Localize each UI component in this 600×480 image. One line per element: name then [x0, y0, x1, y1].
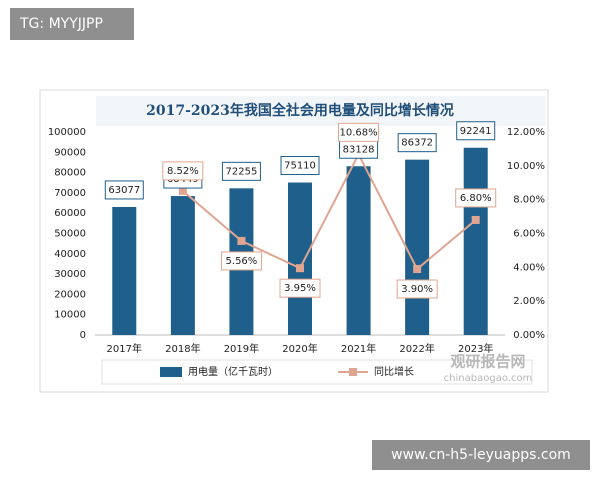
bar-label-box [221, 161, 261, 181]
tag-box [10, 8, 134, 40]
url-text: www.cn-h5-leyuapps.com [391, 447, 571, 463]
bar [288, 182, 312, 335]
legend-label: 同比增长 [374, 365, 414, 378]
bar [170, 196, 195, 335]
y2-tick-label: 0.00% [513, 330, 545, 341]
growth-label-box [338, 122, 380, 142]
bar-label: 86372 [401, 138, 433, 149]
bar [346, 166, 371, 335]
bar [463, 147, 488, 335]
growth-label: 3.95% [284, 283, 316, 294]
bar-label-box [397, 133, 437, 153]
growth-label: 8.52% [167, 166, 199, 177]
bar-label: 92241 [460, 126, 492, 137]
bar [112, 206, 137, 335]
x-tick-label: 2021年 [341, 342, 376, 355]
growth-label-box [455, 188, 497, 208]
bar-label-box [104, 180, 144, 200]
growth-label-box [279, 278, 321, 298]
x-tick-label: 2022年 [399, 342, 434, 355]
url-box [372, 440, 590, 470]
y2-tick-label: 2.00% [513, 296, 545, 307]
y-tick-label: 0 [80, 330, 86, 341]
growth-marker [413, 265, 422, 274]
y2-tick-label: 6.00% [513, 229, 545, 240]
legend-label: 用电量（亿千瓦时） [188, 365, 278, 378]
watermark-name: 观研报告网 [450, 353, 525, 371]
x-tick-label: 2020年 [282, 342, 317, 355]
y-tick-label: 70000 [54, 188, 86, 199]
legend-marker [349, 368, 357, 376]
y-tick-label: 10000 [54, 310, 86, 321]
y-tick-label: 60000 [54, 208, 86, 219]
y-tick-label: 90000 [54, 147, 86, 158]
y-tick-label: 50000 [54, 229, 86, 240]
y-tick-label: 20000 [54, 289, 86, 300]
growth-marker [178, 186, 187, 195]
y2-tick-label: 10.00% [507, 161, 545, 172]
growth-label: 6.80% [460, 193, 492, 204]
growth-marker [471, 215, 480, 224]
x-tick-label: 2017年 [107, 342, 142, 355]
growth-marker [237, 236, 246, 245]
bar-label-box [456, 121, 496, 141]
y-tick-label: 80000 [54, 168, 86, 179]
growth-label-box [220, 251, 262, 271]
bar-label: 63077 [108, 185, 140, 196]
chart-title: 2017-2023年我国全社会用电量及同比增长情况 [146, 102, 454, 119]
y-tick-label: 40000 [54, 249, 86, 260]
growth-label-box [396, 279, 438, 299]
bar-label: 75110 [284, 161, 316, 172]
title-band [96, 96, 546, 126]
bar-label: 83128 [343, 144, 375, 155]
growth-label-box [162, 161, 204, 181]
growth-label: 5.56% [226, 256, 258, 267]
y2-tick-label: 4.00% [513, 262, 545, 273]
growth-marker [296, 264, 304, 273]
x-tick-label: 2023年 [458, 342, 493, 355]
y-tick-label: 100000 [48, 127, 86, 138]
y-tick-label: 30000 [54, 269, 86, 280]
tag-text: TG: MYYJJPP [19, 16, 103, 32]
x-tick-label: 2019年 [224, 342, 259, 355]
bar-label-box [280, 156, 320, 176]
bar-label: 72255 [226, 166, 258, 177]
growth-line [182, 152, 477, 271]
legend-swatch [160, 367, 182, 377]
x-tick-label: 2018年 [165, 342, 200, 355]
watermark-site: chinabaogao.com [444, 373, 533, 384]
bar [405, 159, 430, 335]
y2-tick-label: 8.00% [513, 195, 545, 206]
growth-label: 3.90% [401, 284, 433, 295]
legend-box [101, 359, 533, 385]
y2-tick-label: 12.00% [507, 127, 545, 138]
growth-label: 10.68% [340, 127, 378, 138]
